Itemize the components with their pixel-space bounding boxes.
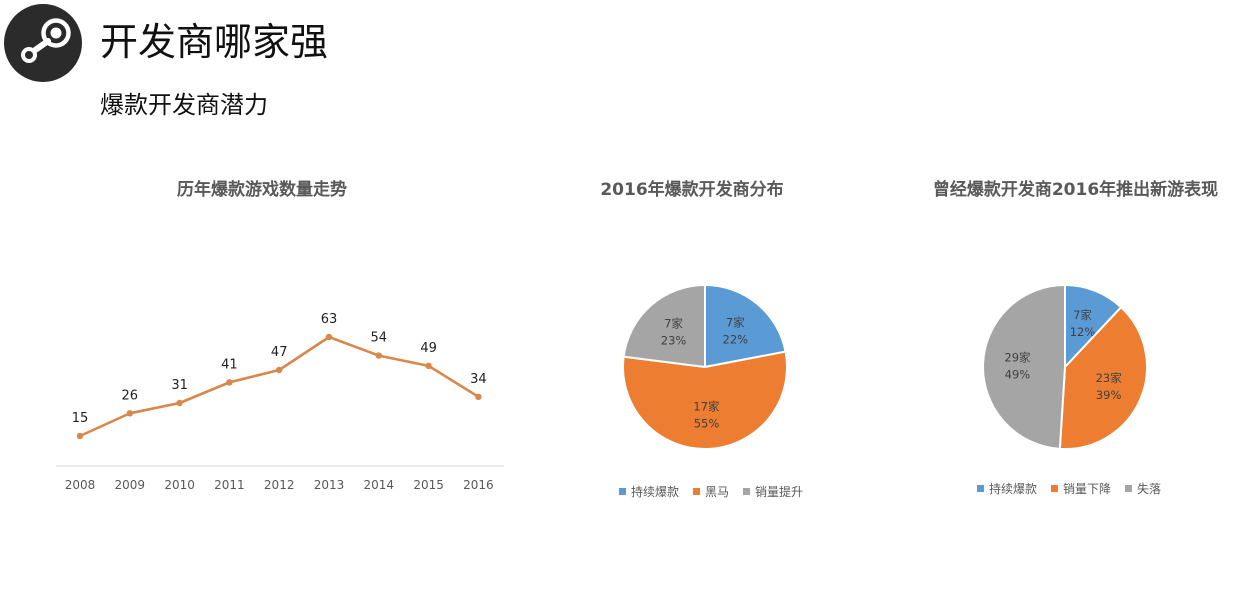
slice-percent-label: 39% (1096, 388, 1122, 402)
x-tick-label: 2010 (164, 478, 195, 492)
legend-item: 销量下降 (1051, 480, 1111, 497)
pie2-legend: 持续爆款 销量下降 失落 (977, 480, 1161, 497)
page-subtitle: 爆款开发商潜力 (100, 91, 268, 119)
data-label: 41 (221, 357, 238, 372)
x-tick-label: 2013 (314, 478, 345, 492)
slice-percent-label: 23% (661, 333, 687, 347)
data-point (226, 379, 233, 386)
data-label: 54 (371, 331, 388, 346)
slice-percent-label: 22% (723, 332, 749, 346)
line-chart-title: 历年爆款游戏数量走势 (177, 180, 347, 200)
pie1-legend: 持续爆款 黑马 销量提升 (619, 483, 803, 500)
data-point (176, 399, 183, 407)
legend-label: 销量下降 (1063, 482, 1112, 496)
legend-swatch (693, 488, 701, 495)
legend-item: 持续爆款 (619, 483, 679, 500)
x-tick-label: 2009 (115, 478, 146, 492)
slice-percent-label: 55% (694, 417, 720, 431)
legend-item: 销量提升 (743, 483, 803, 500)
legend-label: 失落 (1137, 482, 1162, 496)
legend-item: 持续爆款 (977, 480, 1037, 497)
pie1-chart: 7家 22% 17家 55% 7家 23% (622, 283, 788, 450)
data-point (475, 393, 482, 401)
legend-swatch (1051, 485, 1059, 492)
data-point (76, 432, 84, 440)
x-tick-label: 2012 (264, 478, 295, 492)
x-tick-label: 2015 (413, 478, 444, 492)
pie-slice (704, 283, 787, 369)
legend-label: 黑马 (705, 485, 730, 499)
pie-slice (1064, 283, 1123, 370)
data-point (375, 352, 382, 359)
legend-label: 持续爆款 (989, 482, 1038, 496)
legend-swatch (743, 488, 751, 495)
data-point (425, 362, 432, 370)
slice-percent-label: 49% (1005, 368, 1031, 382)
pie2-chart-title: 曾经爆款开发商2016年推出新游表现 (932, 180, 1219, 200)
legend-item: 失落 (1125, 480, 1161, 497)
pie1-chart-title: 2016年爆款开发商分布 (600, 180, 784, 200)
x-tick-label: 2014 (364, 478, 395, 492)
page-title: 开发商哪家强 (100, 20, 329, 64)
slice-count-label: 23家 (1096, 371, 1123, 385)
pie-slice (622, 283, 706, 369)
data-point (276, 366, 283, 374)
data-label: 26 (122, 388, 139, 403)
data-point (126, 410, 133, 417)
slice-count-label: 7家 (726, 315, 745, 329)
slice-count-label: 17家 (693, 400, 720, 414)
legend-label: 销量提升 (755, 485, 804, 499)
data-label: 47 (271, 345, 288, 360)
steam-logo-icon (4, 4, 82, 82)
pie-slice (622, 350, 788, 450)
data-label: 34 (470, 372, 487, 387)
data-label: 15 (72, 411, 89, 426)
slice-count-label: 29家 (1004, 351, 1031, 365)
data-label: 63 (321, 312, 338, 327)
data-label: 31 (171, 378, 188, 393)
line-chart: 15 2008 26 2009 31 2010 41 2011 47 2012 63 2013 54 20… (56, 312, 504, 492)
data-label: 49 (420, 341, 437, 356)
legend-label: 持续爆款 (631, 485, 680, 499)
pie-slice (982, 283, 1066, 450)
slice-count-label: 7家 (664, 316, 683, 330)
x-tick-label: 2011 (214, 478, 245, 492)
legend-swatch (619, 488, 626, 495)
data-point (325, 333, 333, 341)
slice-count-label: 7家 (1073, 308, 1092, 322)
pie-slice (1058, 305, 1148, 450)
legend-swatch (977, 485, 984, 492)
slice-percent-label: 12% (1070, 325, 1096, 339)
x-tick-label: 2016 (463, 478, 494, 492)
pie2-chart: 7家 12% 23家 39% 29家 49% (982, 283, 1148, 450)
legend-swatch (1125, 485, 1133, 492)
legend-item: 黑马 (693, 483, 729, 500)
x-tick-label: 2008 (65, 478, 96, 492)
